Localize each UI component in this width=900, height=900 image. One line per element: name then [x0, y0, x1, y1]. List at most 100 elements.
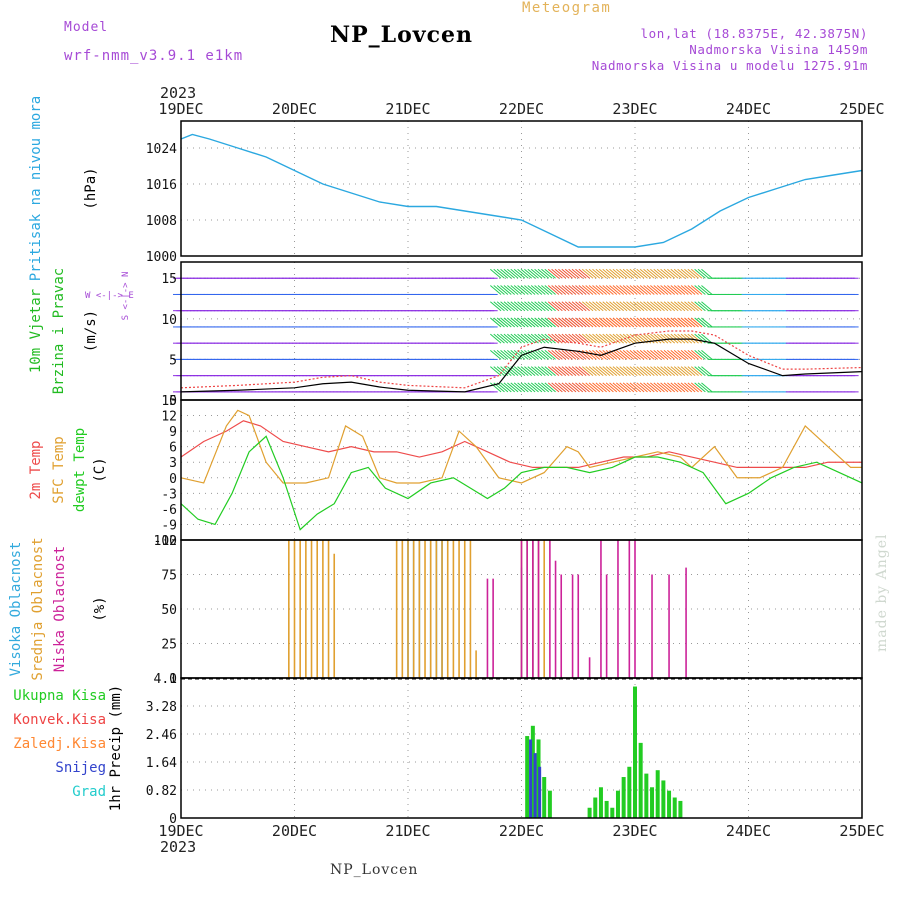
wind-barb — [653, 333, 665, 344]
wind-barb — [507, 317, 519, 328]
wind-barb — [510, 382, 522, 393]
wind-barb — [684, 366, 696, 377]
wind-barb — [650, 285, 662, 295]
wind-barb — [619, 301, 631, 312]
precip-bar-0 — [627, 766, 632, 818]
wind-barb — [643, 268, 655, 279]
wind-barb — [697, 301, 710, 312]
wind-barb — [568, 333, 580, 344]
wind-label-2: Brzina i Pravac — [51, 268, 67, 394]
panel-frame — [180, 261, 863, 401]
wind-barb — [527, 301, 539, 312]
wind-barb — [650, 301, 662, 312]
y-tick-label: 1008 — [146, 214, 177, 229]
wind-barb — [530, 382, 543, 393]
wind-barb — [626, 285, 638, 295]
wind-barb — [588, 333, 601, 344]
wind-barb — [650, 268, 662, 279]
wind-barb — [650, 317, 662, 328]
precip-bar-0 — [598, 787, 603, 818]
wind-barb — [633, 333, 645, 344]
y-tick-label: 0 — [169, 394, 177, 409]
wind-barb — [496, 301, 509, 312]
wind-barb — [551, 350, 563, 360]
wind-barb — [527, 382, 539, 393]
wind-barb — [653, 301, 665, 312]
wind-barb — [646, 350, 659, 360]
wind-barb — [684, 317, 696, 328]
wind-barb — [578, 333, 590, 344]
x-tick-bottom-19dec: 19DEC — [158, 822, 203, 840]
wind-barb — [701, 333, 713, 344]
wind-barb — [598, 333, 611, 344]
y-tick-label: 1000 — [146, 250, 177, 265]
wind-barb — [500, 301, 512, 312]
wind-barb — [541, 285, 553, 295]
wind-barb — [496, 382, 509, 393]
wind-barb — [595, 301, 607, 312]
wind-barb — [575, 285, 587, 295]
wind-barb — [690, 382, 703, 393]
wind-barb — [493, 366, 505, 377]
wind-barb — [687, 350, 699, 360]
panel-frame — [180, 677, 863, 819]
wind-barb — [503, 285, 516, 295]
y-tick-label: 6 — [169, 441, 177, 456]
wind-barb — [690, 333, 703, 344]
wind-barb — [551, 268, 563, 279]
wind-barb — [588, 366, 601, 377]
wind-barb — [571, 268, 584, 279]
wind-barb — [507, 382, 519, 393]
wind-barb — [609, 382, 621, 393]
wind-barb — [541, 333, 553, 344]
wind-barb — [564, 317, 577, 328]
wind-gust-line — [180, 330, 863, 389]
pressure-label: Pritisak na nivou mora — [28, 96, 44, 281]
wind-barb — [575, 333, 587, 344]
wind-barb — [684, 285, 696, 295]
wind-barb — [663, 285, 676, 295]
wind-barb — [646, 317, 659, 328]
wind-barb — [592, 382, 604, 393]
wind-barb — [493, 317, 505, 328]
wind-barb — [510, 366, 522, 377]
wind-barb — [551, 285, 563, 295]
panel-frame — [180, 120, 863, 257]
wind-barb — [571, 350, 584, 360]
panel-frame — [180, 399, 863, 541]
wind-barb — [629, 268, 641, 279]
wind-barb — [605, 350, 618, 360]
x-tick-top-24dec: 24DEC — [726, 100, 771, 118]
wind-barb — [643, 285, 655, 295]
wind-barb — [524, 366, 536, 377]
wind-barb — [643, 382, 655, 393]
wind-barb — [493, 350, 505, 360]
wind-barb — [547, 366, 560, 377]
wind-barb — [684, 268, 696, 279]
wind-barb — [568, 268, 580, 279]
wind-barb — [616, 317, 628, 328]
wind-barb — [605, 268, 618, 279]
y-tick-label: 1016 — [146, 178, 177, 193]
wind-barb — [517, 301, 529, 312]
wind-barb — [656, 366, 669, 377]
wind-barb — [616, 268, 628, 279]
wind-barb — [643, 366, 655, 377]
wind-barb — [544, 285, 556, 295]
temp-2m-line — [180, 420, 862, 469]
wind-barb — [646, 301, 659, 312]
x-tick-top-20dec: 20DEC — [272, 100, 317, 118]
wind-barb — [575, 317, 587, 328]
wind-barb — [663, 366, 676, 377]
wind-barb — [561, 382, 573, 393]
wind-barb — [626, 268, 638, 279]
wind-barb — [585, 317, 597, 328]
y-tick-label: 0 — [169, 672, 177, 687]
wind-barb — [667, 285, 679, 295]
precip-bar-3 — [538, 766, 542, 818]
wind-barb — [694, 317, 706, 328]
wind-barb — [547, 268, 560, 279]
wind-barb — [578, 268, 590, 279]
wind-barb — [568, 382, 580, 393]
wind-barb — [656, 301, 669, 312]
